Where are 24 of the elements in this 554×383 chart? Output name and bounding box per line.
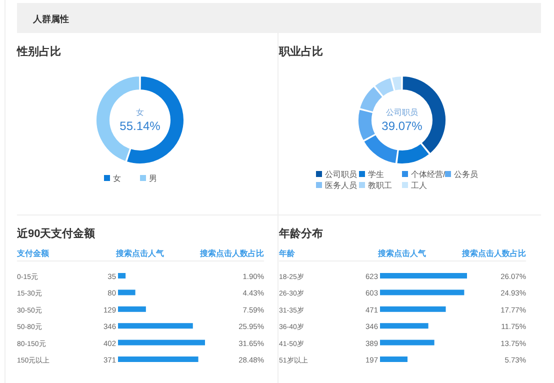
legend-label: 女 (113, 174, 121, 183)
legend-label: 学生 (368, 170, 384, 179)
legend-label: 公务员 (454, 170, 478, 179)
data-label: 39.07% (382, 119, 423, 133)
legend-label: 工人 (411, 181, 427, 190)
legend-label: 教职工 (368, 181, 392, 190)
data-label: 55.14% (120, 119, 161, 133)
slice-label: 女 (136, 108, 144, 117)
y-axis-title: 年龄 (278, 249, 296, 258)
chart-title: 性别占比 (16, 45, 61, 58)
text: 搜索点击人数占比 (461, 249, 526, 258)
text: 人群属性 (32, 14, 69, 24)
slice-label: 公司职员 (386, 108, 418, 117)
chart-title: 职业占比 (278, 45, 323, 58)
chart-title: 近90天支付金额 (16, 227, 96, 240)
chart-title: 年龄分布 (278, 227, 323, 240)
legend-label: 医务人员 (325, 181, 357, 190)
legend-label: 公司职员 (325, 170, 357, 179)
y-axis-title: 支付金额 (16, 249, 50, 258)
x-axis-title: 搜索点击人气 (115, 249, 164, 258)
legend-label: 男 (149, 174, 157, 183)
text: 搜索点击人数占比 (199, 249, 264, 258)
legend-label: 个体经营/ (411, 170, 446, 179)
x-axis-title: 搜索点击人气 (377, 249, 426, 258)
